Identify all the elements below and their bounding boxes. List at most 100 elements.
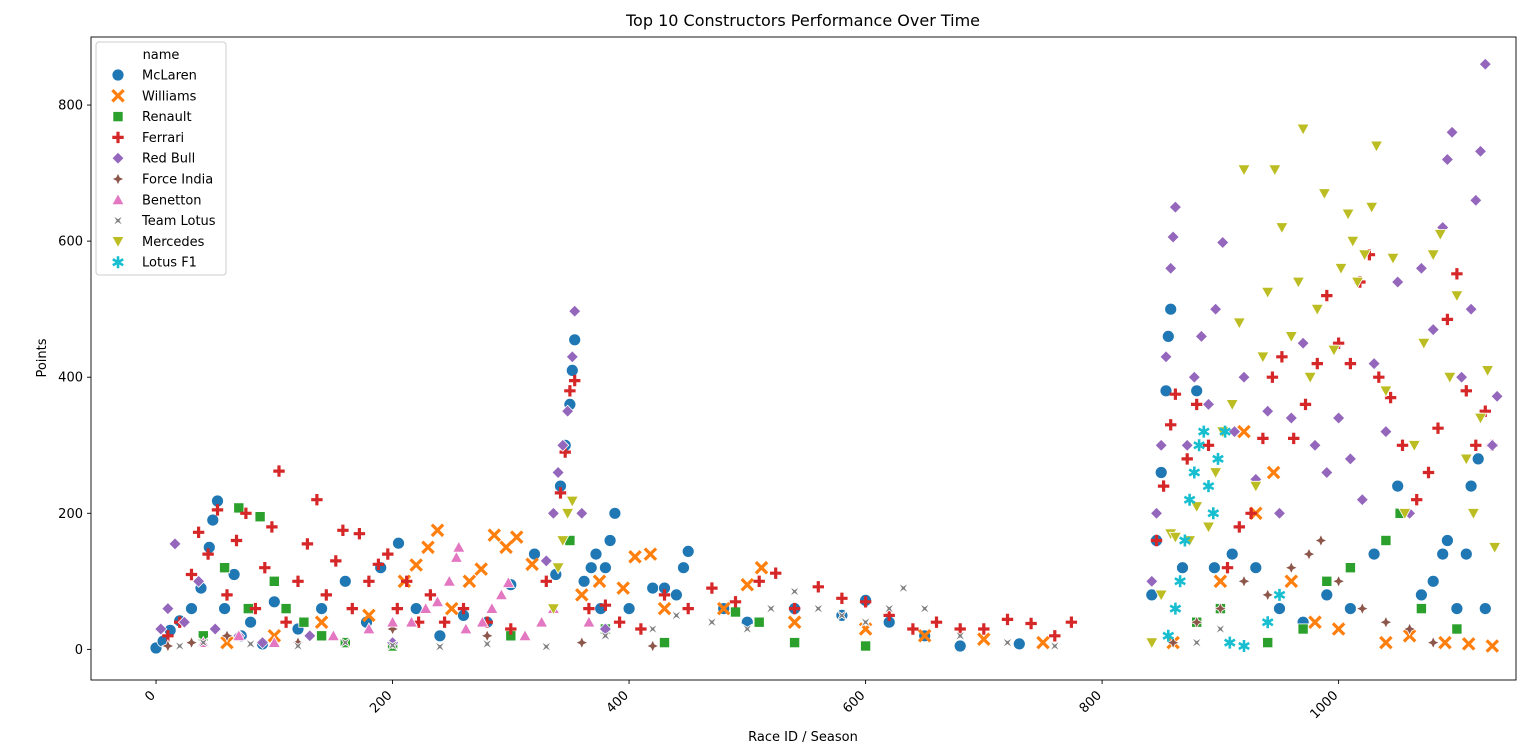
data-point xyxy=(391,602,403,615)
data-point xyxy=(670,609,682,621)
data-point xyxy=(1415,588,1428,602)
data-point xyxy=(292,575,304,587)
data-point xyxy=(1284,331,1298,344)
data-point xyxy=(753,575,765,587)
data-point xyxy=(546,603,561,616)
data-point xyxy=(753,616,765,628)
data-point xyxy=(1002,637,1013,649)
data-point xyxy=(740,577,755,592)
data-point xyxy=(977,632,991,646)
data-point xyxy=(1161,329,1175,343)
legend-item: Williams xyxy=(111,89,197,104)
data-point xyxy=(1460,385,1473,397)
data-point xyxy=(787,615,802,629)
data-point xyxy=(298,616,310,628)
data-point xyxy=(1451,268,1463,280)
data-point xyxy=(316,630,328,642)
data-point xyxy=(338,574,352,588)
legend-marker xyxy=(111,89,125,103)
data-point xyxy=(330,555,342,567)
legend-marker xyxy=(112,215,124,227)
data-point xyxy=(1296,336,1310,350)
data-point xyxy=(1193,439,1205,452)
data-point xyxy=(1379,425,1393,439)
legend-marker xyxy=(111,172,125,186)
data-point xyxy=(599,561,612,575)
data-point xyxy=(1384,391,1397,404)
y-tick-label: 200 xyxy=(58,507,83,522)
data-point xyxy=(1168,531,1183,544)
data-point xyxy=(240,507,252,519)
data-point xyxy=(1201,397,1216,411)
data-point xyxy=(509,530,524,544)
data-point xyxy=(622,602,636,615)
data-point xyxy=(1485,438,1499,452)
data-point xyxy=(1188,466,1201,479)
data-point xyxy=(1232,317,1246,330)
data-point xyxy=(1440,152,1454,167)
data-point xyxy=(1436,547,1450,561)
data-point xyxy=(184,635,199,650)
data-point xyxy=(770,567,782,579)
data-point xyxy=(1302,547,1316,562)
data-point xyxy=(438,616,451,628)
data-point xyxy=(1451,623,1463,635)
data-point xyxy=(449,550,464,563)
data-point xyxy=(561,404,575,418)
data-point xyxy=(385,615,400,628)
data-point xyxy=(1212,452,1224,465)
data-point xyxy=(540,641,552,653)
data-point xyxy=(1296,123,1310,136)
data-point xyxy=(1320,465,1334,480)
data-point xyxy=(917,629,932,643)
data-point xyxy=(540,575,552,587)
data-point xyxy=(1209,302,1223,316)
data-point xyxy=(1262,637,1274,649)
data-point xyxy=(1025,617,1037,630)
data-point xyxy=(730,606,741,618)
data-point xyxy=(202,548,214,560)
data-point xyxy=(1159,384,1173,398)
data-point xyxy=(1154,466,1168,479)
data-point xyxy=(1332,411,1346,425)
data-point xyxy=(1441,534,1454,547)
data-point xyxy=(346,602,358,615)
data-point xyxy=(1261,287,1275,300)
data-point xyxy=(883,609,895,622)
data-point xyxy=(754,560,769,575)
data-point xyxy=(1414,261,1428,275)
data-point xyxy=(1284,560,1299,575)
data-point xyxy=(788,602,801,615)
data-point xyxy=(1478,57,1492,71)
data-point xyxy=(1488,542,1502,555)
data-point xyxy=(452,540,466,553)
data-point xyxy=(836,609,848,621)
data-point xyxy=(385,622,400,636)
data-point xyxy=(1208,467,1223,480)
data-point xyxy=(613,616,626,628)
y-tick-label: 400 xyxy=(58,371,83,386)
data-point xyxy=(789,586,801,597)
data-point xyxy=(220,628,234,643)
data-point xyxy=(1249,480,1263,493)
data-point xyxy=(434,641,446,653)
data-point xyxy=(682,602,694,615)
data-point xyxy=(221,589,233,601)
y-tick-label: 0 xyxy=(75,643,83,658)
legend-label: Team Lotus xyxy=(141,214,216,229)
data-point xyxy=(314,615,329,629)
data-point xyxy=(387,639,399,651)
data-point xyxy=(1291,276,1306,289)
data-point xyxy=(568,304,582,318)
data-point xyxy=(1036,635,1050,650)
data-point xyxy=(1213,574,1228,589)
data-point xyxy=(1261,616,1274,629)
data-point xyxy=(267,635,281,648)
data-point xyxy=(1344,562,1356,574)
data-point xyxy=(628,550,642,564)
data-point xyxy=(1334,263,1348,276)
legend-label: Mercedes xyxy=(142,235,205,250)
y-tick-label: 600 xyxy=(58,235,83,250)
data-point xyxy=(1346,235,1360,248)
data-point xyxy=(1284,411,1298,425)
